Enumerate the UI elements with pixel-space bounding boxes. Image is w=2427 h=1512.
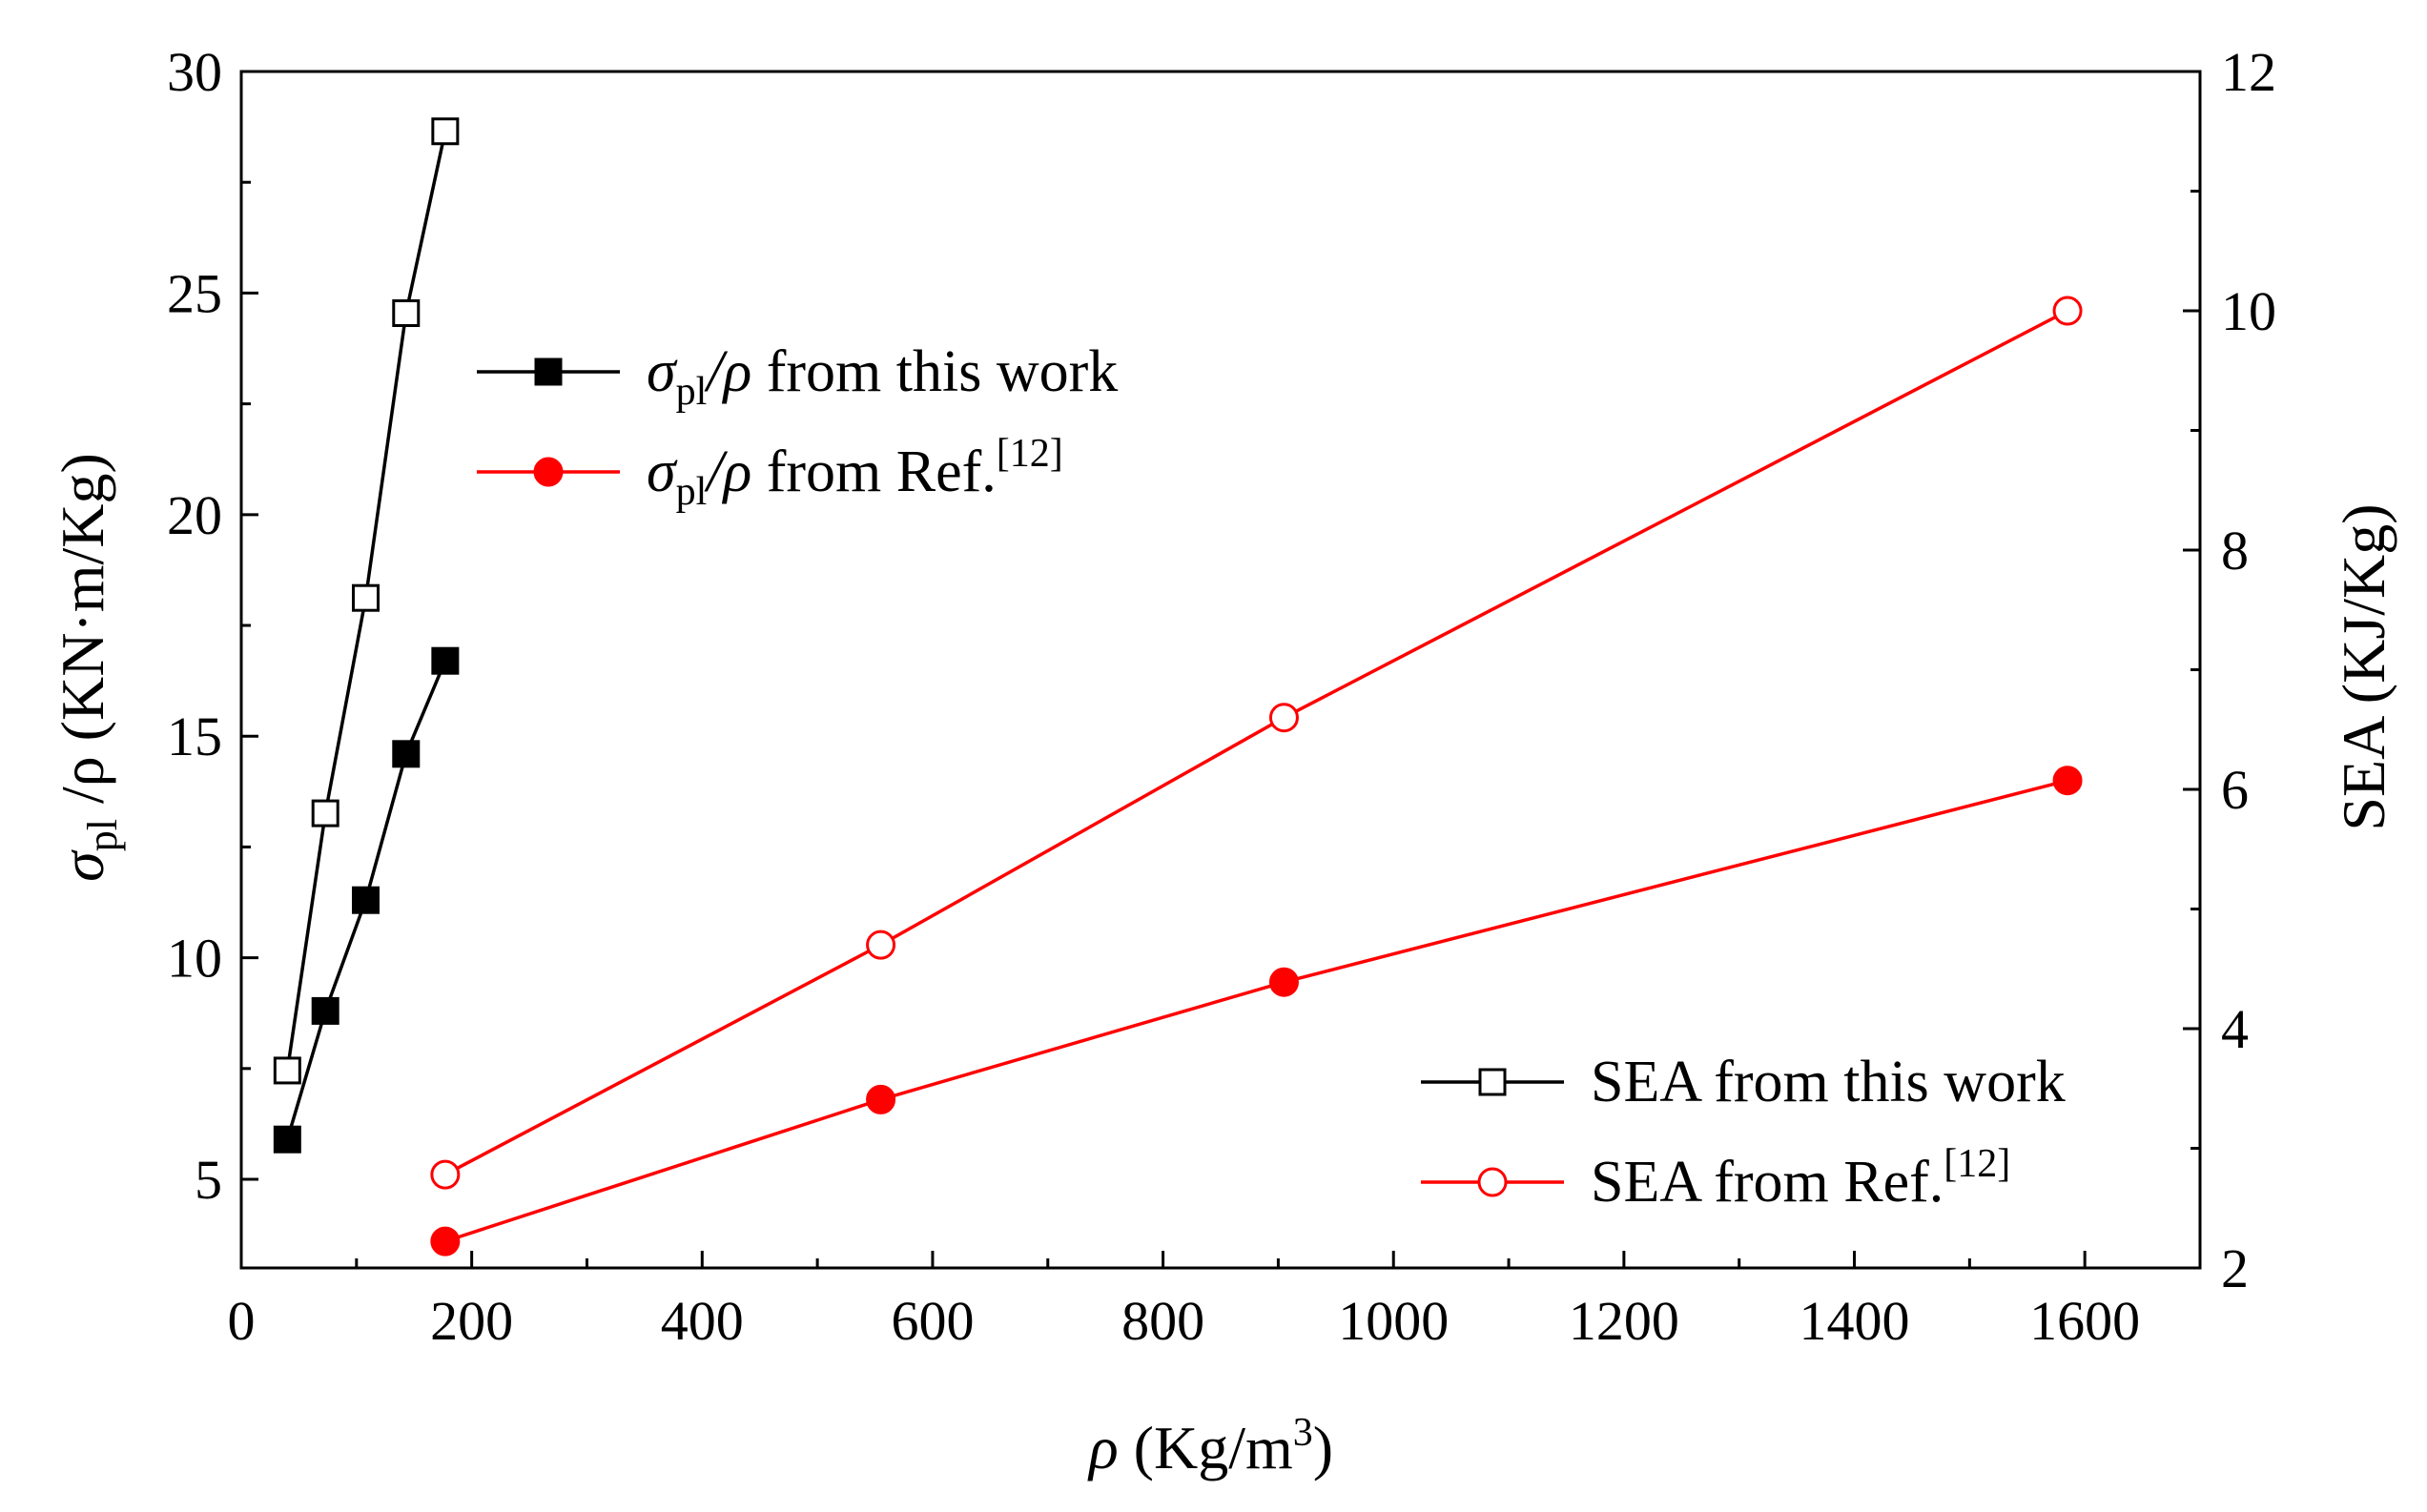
left-y-tick-label: 30 xyxy=(167,41,222,103)
x-axis-ticks: 0 200 400 600 800 1000 1200 1400 1600 xyxy=(228,1251,2140,1352)
right-y-tick-label: 10 xyxy=(2221,280,2276,342)
data-point xyxy=(866,930,896,960)
series-group xyxy=(430,296,2083,1190)
legend-marker xyxy=(534,358,563,386)
right-y-tick-label: 6 xyxy=(2221,759,2249,821)
right-y-axis-ticks: 2 4 6 8 10 12 xyxy=(2183,41,2276,1299)
left-y-tick-label: 5 xyxy=(195,1149,222,1211)
right-y-tick-label: 8 xyxy=(2221,520,2249,582)
x-tick-label: 400 xyxy=(661,1290,744,1352)
legend-label: SEA from this work xyxy=(1591,1050,2066,1114)
legend-marker xyxy=(533,457,564,487)
series-line xyxy=(444,309,2068,1176)
legend-marker xyxy=(1478,1068,1507,1096)
data-point xyxy=(311,996,339,1025)
x-tick-label: 600 xyxy=(891,1290,974,1352)
x-tick-label: 1200 xyxy=(1569,1290,1679,1352)
legend-item: σpl/ρ from Ref.[12] xyxy=(477,432,1063,514)
legend: σpl/ρ from this work σpl/ρ from Ref.[12] S… xyxy=(477,339,2066,1215)
right-y-axis-title: SEA (KJ/Kg) xyxy=(2330,503,2397,830)
x-tick-label: 200 xyxy=(430,1290,513,1352)
data-point xyxy=(392,299,421,328)
data-point xyxy=(351,886,380,914)
series-group xyxy=(430,766,2083,1257)
x-tick-label: 1000 xyxy=(1338,1290,1449,1352)
data-point xyxy=(392,740,421,768)
series-line xyxy=(444,779,2068,1243)
x-tick-label: 1600 xyxy=(2029,1290,2140,1352)
data-point xyxy=(2052,766,2083,796)
data-point xyxy=(1268,967,1299,997)
x-tick-label: 800 xyxy=(1121,1290,1204,1352)
data-point xyxy=(273,1125,301,1154)
data-point xyxy=(430,1159,461,1190)
legend-item: SEA from Ref.[12] xyxy=(1421,1142,2010,1215)
legend-label: σpl/ρ from this work xyxy=(647,339,1118,414)
left-y-tick-label: 20 xyxy=(167,484,222,546)
series-layer xyxy=(273,117,2083,1257)
data-point xyxy=(431,646,460,675)
legend-label: SEA from Ref.[12] xyxy=(1591,1142,2010,1215)
data-point xyxy=(1268,703,1299,733)
right-y-tick-label: 2 xyxy=(2221,1237,2249,1299)
data-point xyxy=(866,1084,896,1114)
left-y-tick-label: 25 xyxy=(167,262,222,324)
x-tick-label: 0 xyxy=(228,1290,256,1352)
data-point xyxy=(311,799,339,828)
data-point xyxy=(430,1226,461,1257)
left-y-tick-label: 10 xyxy=(167,928,222,990)
left-y-axis-title: σpl /ρ (KN·m/Kg) xyxy=(49,453,126,882)
data-point xyxy=(273,1056,301,1085)
x-axis-title: ρ (Kg/m3) xyxy=(1087,1411,1333,1481)
series-group xyxy=(273,646,460,1154)
left-y-tick-label: 15 xyxy=(167,705,222,767)
right-y-tick-label: 12 xyxy=(2221,41,2276,103)
legend-item: SEA from this work xyxy=(1421,1050,2066,1114)
data-point xyxy=(351,583,380,612)
data-point xyxy=(2052,296,2083,326)
x-tick-label: 1400 xyxy=(1800,1290,1910,1352)
data-point xyxy=(431,117,460,146)
right-y-tick-label: 4 xyxy=(2221,998,2249,1060)
legend-item: σpl/ρ from this work xyxy=(477,339,1118,414)
left-y-axis-ticks: 5 10 15 20 25 30 xyxy=(167,41,258,1211)
legend-marker xyxy=(1477,1167,1508,1197)
series-group xyxy=(273,117,460,1085)
legend-label: σpl/ρ from Ref.[12] xyxy=(647,432,1063,514)
